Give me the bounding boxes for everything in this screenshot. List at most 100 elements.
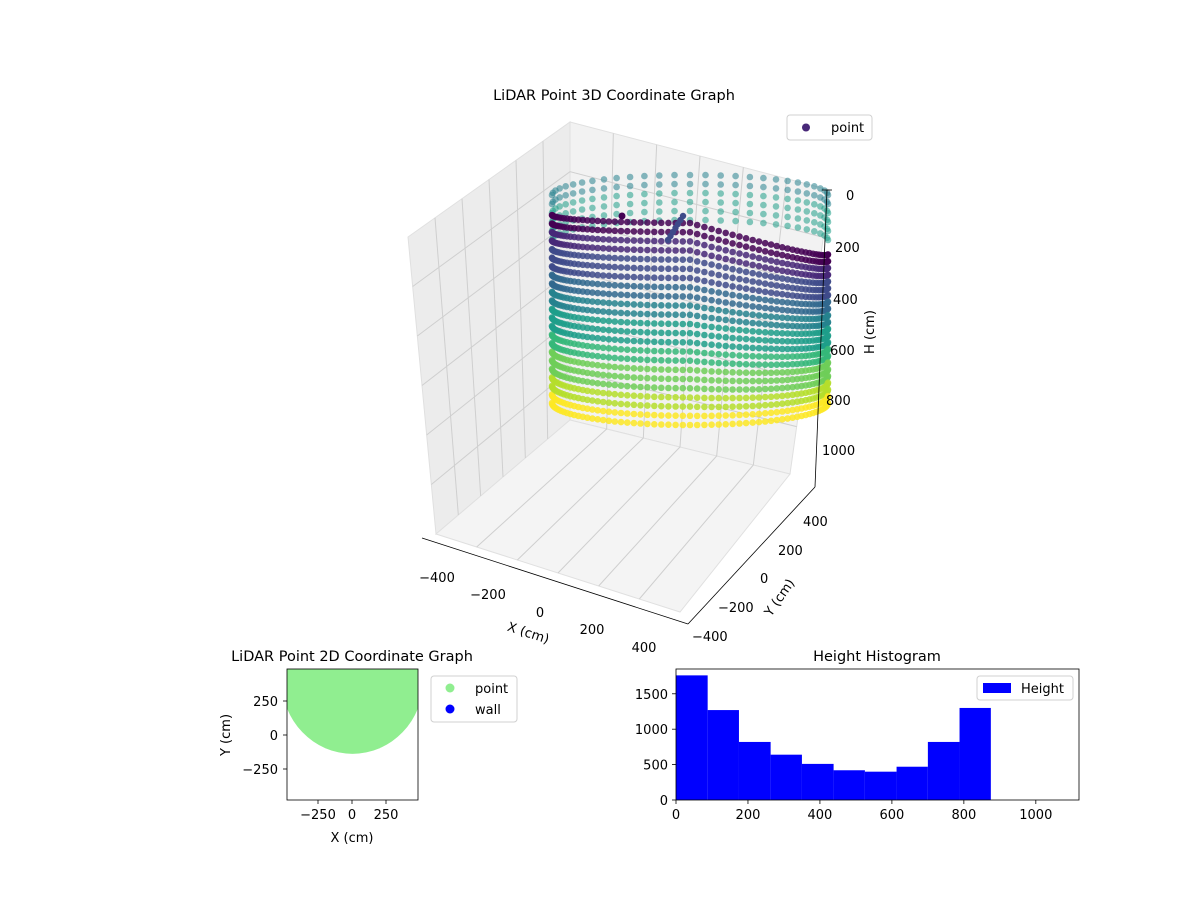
cloud-point (679, 412, 687, 420)
cloud-point (624, 255, 631, 262)
cloud-point (761, 361, 769, 369)
cloud-point (605, 381, 613, 388)
cloud-point (589, 177, 596, 185)
cloud-point (665, 247, 672, 254)
cloud-point (617, 300, 625, 308)
tick-marks-hist (672, 693, 1037, 804)
cloud-point (617, 336, 625, 344)
cloud-point (599, 380, 607, 388)
cloud-point (729, 386, 736, 393)
cloud-point (605, 254, 613, 261)
legend-label-point: point (475, 682, 508, 697)
cloud-point (749, 261, 756, 269)
cloud-point (679, 375, 687, 383)
cloud-point (824, 271, 832, 279)
x-tick-labels-2d: −250 0 250 (300, 808, 398, 823)
grid-line (557, 155, 701, 574)
cloud-point (605, 345, 613, 352)
cloud-point (708, 368, 715, 375)
cloud-point (605, 308, 613, 316)
tick-marks-2d (283, 700, 387, 804)
cloud-point (729, 248, 736, 256)
cloud-point (658, 320, 665, 328)
cloud-point (702, 189, 709, 197)
cloud-point (651, 375, 658, 382)
cloud-point (644, 219, 651, 226)
cloud-point (589, 406, 596, 413)
cloud-point (658, 384, 665, 392)
cloud-point (630, 319, 638, 327)
x-tick-labels-hist: 0 200 400 600 800 1000 (672, 808, 1053, 823)
cloud-point (617, 409, 625, 417)
cloud-point (722, 421, 729, 428)
cloud-point (599, 353, 607, 361)
histogram-bar (833, 770, 865, 800)
cloud-point (611, 291, 619, 298)
cloud-point (584, 306, 591, 314)
cloud-point (742, 394, 750, 402)
cloud-point (584, 387, 591, 395)
cloud-point (715, 394, 722, 402)
cloud-point (708, 296, 715, 304)
cloud-point (755, 303, 763, 311)
cloud-point (686, 348, 694, 355)
cloud-point (729, 265, 736, 273)
cloud-point (760, 219, 767, 227)
cloud-point (644, 411, 651, 419)
cloud-point (611, 227, 619, 235)
cloud-point (686, 339, 694, 346)
cloud-point (784, 314, 791, 322)
grid-line (638, 178, 788, 600)
cloud-point (722, 299, 729, 306)
cloud-point (637, 274, 644, 281)
cloud-point (686, 274, 694, 282)
cloud-point (749, 361, 756, 368)
cloud-point (611, 372, 619, 380)
cloud-point (755, 386, 763, 393)
cloud-point (729, 334, 736, 342)
cloud-point (644, 237, 651, 245)
cloud-point (722, 247, 729, 254)
x-axis-label-2d: X (cm) (331, 831, 374, 846)
cloud-point (624, 218, 631, 226)
cloud-point (637, 319, 644, 327)
cloud-point (644, 374, 651, 382)
cloud-point (701, 376, 708, 384)
cloud-point (784, 195, 791, 203)
cloud-point (658, 256, 665, 263)
cloud-point (656, 190, 663, 197)
cloud-point (671, 207, 678, 215)
cloud-point (708, 323, 715, 331)
cloud-point (824, 332, 832, 339)
cloud-point (679, 274, 687, 282)
cloud-point (637, 420, 644, 427)
cloud-point (729, 283, 736, 290)
cloud-point (708, 225, 715, 233)
cloud-point (779, 400, 786, 408)
y-tick-labels-2d: 250 0 −250 (242, 695, 278, 778)
cloud-point (644, 347, 651, 355)
cloud-point (624, 346, 631, 354)
cloud-point (651, 421, 658, 428)
cloud-point (605, 399, 613, 407)
cloud-point (641, 172, 648, 180)
cloud-point (641, 190, 648, 198)
cloud-point (672, 375, 679, 383)
cloud-point (599, 245, 607, 252)
cloud-point (773, 250, 781, 258)
cloud-point (584, 270, 591, 278)
cloud-point (679, 265, 687, 273)
cloud-point (637, 301, 644, 309)
cloud-point (761, 369, 769, 377)
cloud-point (693, 385, 701, 392)
cloud-point (665, 338, 672, 346)
cloud-point (641, 208, 648, 216)
cloud-point (605, 245, 613, 252)
cloud-point (773, 258, 781, 266)
cloud-point (824, 359, 832, 366)
x-axis-label: X (cm) (505, 620, 551, 648)
cloud-point (637, 411, 644, 418)
cloud-point (658, 311, 665, 318)
cloud-point (665, 283, 672, 291)
cloud-point (589, 307, 596, 314)
